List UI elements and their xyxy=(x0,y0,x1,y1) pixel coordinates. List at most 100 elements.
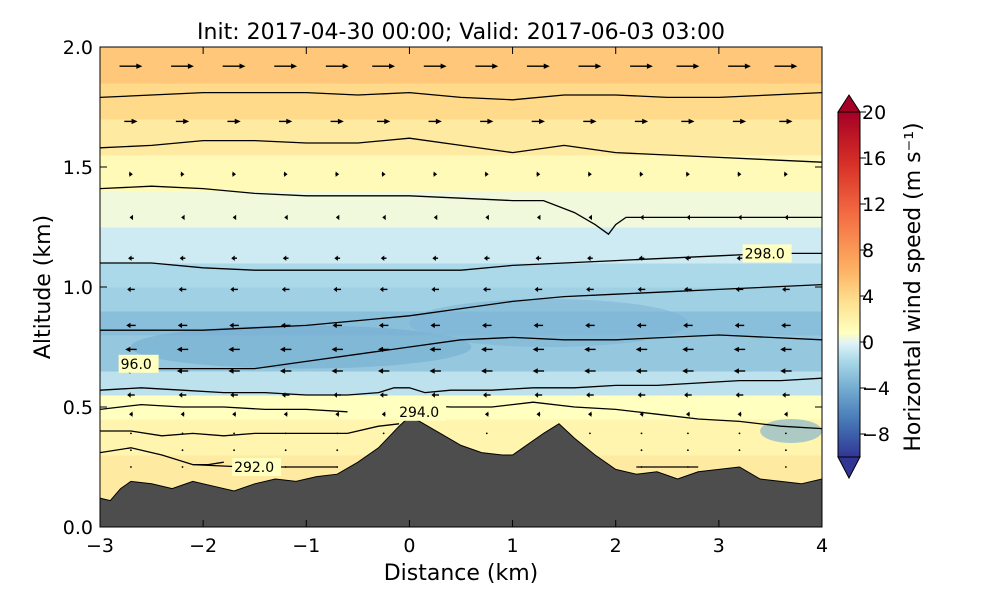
wind-vector-head xyxy=(686,171,690,177)
wind-speed-band xyxy=(100,119,822,156)
wind-vector xyxy=(129,214,134,221)
wind-vector xyxy=(638,255,645,261)
wind-vector-head xyxy=(126,322,131,329)
wind-vector-head xyxy=(181,214,185,221)
theta-contour-line xyxy=(100,403,348,413)
wind-vector xyxy=(781,322,791,329)
wind-vector xyxy=(282,255,289,261)
wind-vector xyxy=(181,432,184,435)
wind-vector-head xyxy=(129,214,134,221)
wind-vector xyxy=(233,449,235,452)
wind-vector xyxy=(128,255,134,261)
wind-vector xyxy=(379,286,388,293)
wind-vector-head xyxy=(635,368,641,374)
wind-vector xyxy=(737,411,742,417)
colorbar-label: Horizontal wind speed (m s⁻¹) xyxy=(901,122,926,451)
wind-vector xyxy=(181,214,185,221)
wind-vector xyxy=(130,466,132,468)
wind-vector xyxy=(330,118,344,125)
wind-vector-head xyxy=(590,118,597,125)
wind-vector-head xyxy=(543,63,550,69)
wind-vector xyxy=(639,411,644,417)
wind-vector xyxy=(284,432,287,435)
wind-vector-head xyxy=(128,255,132,261)
wind-vector xyxy=(429,346,441,353)
wind-vector-head xyxy=(784,171,788,177)
wind-vector-head xyxy=(331,368,337,374)
negative-wind-cores xyxy=(130,299,822,443)
y-axis-label: Altitude (km) xyxy=(31,215,56,359)
wind-vector xyxy=(584,346,596,353)
wind-vector xyxy=(785,449,787,452)
wind-vector-head xyxy=(588,214,593,221)
wind-vector-head xyxy=(332,322,337,329)
wind-vector xyxy=(382,214,386,221)
wind-vector xyxy=(682,368,694,374)
wind-vector-head xyxy=(482,392,487,398)
wind-vector-head xyxy=(129,411,133,417)
wind-vector-head xyxy=(230,392,234,398)
colorbar-tick-label: 0 xyxy=(862,332,874,354)
wind-vector xyxy=(630,63,653,69)
contour-label: 294.0 xyxy=(399,405,439,421)
wind-vector xyxy=(784,411,788,417)
wind-vector xyxy=(130,432,132,435)
wind-vector xyxy=(480,118,494,125)
wind-vector xyxy=(784,214,788,221)
wind-vector-head xyxy=(379,286,384,293)
wind-vector xyxy=(780,368,792,374)
wind-vector-head xyxy=(780,346,786,353)
wind-vector xyxy=(228,346,240,353)
wind-vector xyxy=(432,255,439,261)
wind-vector-head xyxy=(176,346,182,353)
wind-vector-head xyxy=(230,286,234,293)
wind-vector-head xyxy=(286,118,293,125)
wind-vector xyxy=(127,392,135,398)
wind-vector-head xyxy=(586,392,590,398)
colorbar-tick-label: −4 xyxy=(862,378,890,400)
wind-vector xyxy=(535,255,542,261)
wind-vector xyxy=(585,322,595,329)
x-axis-ticks: −3 −2 −1 0 1 2 3 4 xyxy=(86,47,828,557)
x-tick-label: 2 xyxy=(610,535,622,557)
wind-vector xyxy=(536,171,541,177)
theta-contour-line xyxy=(409,401,822,430)
wind-vector xyxy=(181,449,184,452)
colorbar-extend-bottom xyxy=(837,456,861,480)
wind-vector-head xyxy=(125,346,131,353)
wind-vector xyxy=(734,322,745,329)
wind-vector xyxy=(284,214,288,221)
wind-vector-head xyxy=(335,171,340,177)
wind-vector-head xyxy=(176,368,182,374)
wind-speed-band xyxy=(100,47,822,84)
x-tick-label: −2 xyxy=(189,535,217,557)
wind-vector-head xyxy=(686,411,690,417)
wind-vector xyxy=(485,214,489,221)
wind-vector xyxy=(785,432,787,435)
wind-vector xyxy=(230,392,238,398)
wind-vector-head xyxy=(587,255,591,261)
wind-vector xyxy=(325,63,349,69)
wind-vector xyxy=(177,322,188,329)
wind-speed-band xyxy=(100,263,822,288)
wind-vector-head xyxy=(232,411,236,417)
wind-vector xyxy=(331,368,343,374)
wind-vector-head xyxy=(588,171,592,177)
wind-vector-head xyxy=(384,118,391,125)
theta-contour-line xyxy=(151,334,822,370)
wind-vector-head xyxy=(595,63,602,69)
colorbar-body xyxy=(837,111,861,458)
wind-vector-head xyxy=(784,214,788,221)
wind-vector xyxy=(588,214,593,221)
wind-vector-head xyxy=(642,118,649,125)
wind-vector xyxy=(125,346,137,353)
wind-vector xyxy=(333,286,342,293)
wind-vector xyxy=(279,346,292,353)
wind-speed-band xyxy=(100,227,822,264)
wind-vector-head xyxy=(534,286,539,293)
wind-vector-head xyxy=(179,255,184,261)
wind-vector xyxy=(127,286,135,293)
wind-vector xyxy=(119,63,143,69)
wind-vector-head xyxy=(688,118,695,125)
wind-vector xyxy=(423,63,447,69)
